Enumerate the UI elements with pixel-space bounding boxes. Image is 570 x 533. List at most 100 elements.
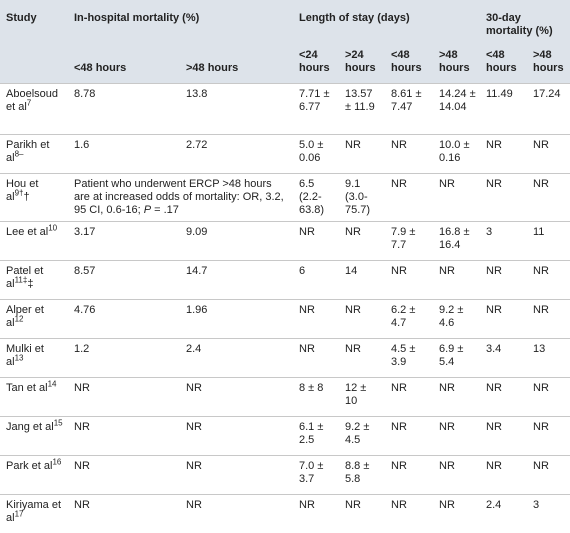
value-cell: NR xyxy=(68,456,180,495)
study-name: Mulki et al xyxy=(6,343,44,368)
value-cell: NR xyxy=(385,456,433,495)
reference: 7 xyxy=(27,98,31,107)
value-cell: NR xyxy=(433,417,480,456)
value-cell: 11.49 xyxy=(480,84,527,135)
sub-header: >48 hours xyxy=(527,46,570,84)
value-cell: NR xyxy=(180,495,293,533)
footnote-mark: † xyxy=(23,191,29,203)
value-cell: NR xyxy=(480,300,527,339)
footnote-mark: ‡ xyxy=(27,278,33,290)
reference: 10 xyxy=(48,223,57,232)
value-cell: 1.2 xyxy=(68,339,180,378)
value-cell: 12 ± 10 xyxy=(339,378,385,417)
value-cell: NR xyxy=(385,378,433,417)
sub-header: >24 hours xyxy=(339,46,385,84)
value-cell: 9.2 ± 4.5 xyxy=(339,417,385,456)
value-cell: 3 xyxy=(527,495,570,533)
value-cell: 7.9 ± 7.7 xyxy=(385,222,433,261)
sub-header: >48 hours xyxy=(180,46,293,84)
study-cell: Jang et al15 xyxy=(0,417,68,456)
note-cell: Patient who underwent ERCP >48 hours are… xyxy=(68,174,293,222)
study-cell: Park et al16 xyxy=(0,456,68,495)
value-cell: NR xyxy=(339,300,385,339)
value-cell: 1.6 xyxy=(68,135,180,174)
study-cell: Hou et al9†† xyxy=(0,174,68,222)
value-cell: NR xyxy=(385,135,433,174)
value-cell: NR xyxy=(339,339,385,378)
value-cell: 1.96 xyxy=(180,300,293,339)
value-cell: 8.57 xyxy=(68,261,180,300)
reference: 8– xyxy=(15,149,24,158)
study-cell: Patel et al11‡‡ xyxy=(0,261,68,300)
group-header: In-hospital mortality (%) xyxy=(68,0,293,46)
study-name: Park et al xyxy=(6,460,52,472)
value-cell: 8.8 ± 5.8 xyxy=(339,456,385,495)
study-cell: Aboelsoud et al7 xyxy=(0,84,68,135)
table-row: Hou et al9††Patient who underwent ERCP >… xyxy=(0,174,570,222)
value-cell: NR xyxy=(527,261,570,300)
value-cell: 4.76 xyxy=(68,300,180,339)
value-cell: 3.17 xyxy=(68,222,180,261)
value-cell: NR xyxy=(527,300,570,339)
value-cell: 6.5 (2.2-63.8) xyxy=(293,174,339,222)
note-italic: P xyxy=(144,204,151,216)
value-cell: 8.61 ± 7.47 xyxy=(385,84,433,135)
value-cell: NR xyxy=(180,417,293,456)
value-cell: NR xyxy=(433,174,480,222)
value-cell: 9.1 (3.0-75.7) xyxy=(339,174,385,222)
value-cell: NR xyxy=(339,495,385,533)
value-cell: 8.78 xyxy=(68,84,180,135)
reference: 11‡ xyxy=(15,275,28,284)
sub-header: <48 hours xyxy=(68,46,180,84)
value-cell: 14.24 ± 14.04 xyxy=(433,84,480,135)
table-header: Study In-hospital mortality (%) Length o… xyxy=(0,0,570,84)
reference: 12 xyxy=(15,314,24,323)
value-cell: NR xyxy=(180,456,293,495)
value-cell: NR xyxy=(385,261,433,300)
value-cell: 6.9 ± 5.4 xyxy=(433,339,480,378)
value-cell: 14 xyxy=(339,261,385,300)
study-header: Study xyxy=(0,0,68,84)
value-cell: NR xyxy=(339,222,385,261)
value-cell: 2.72 xyxy=(180,135,293,174)
value-cell: NR xyxy=(527,456,570,495)
value-cell: NR xyxy=(68,495,180,533)
value-cell: NR xyxy=(385,417,433,456)
value-cell: NR xyxy=(480,378,527,417)
value-cell: NR xyxy=(527,378,570,417)
group-header: Length of stay (days) xyxy=(293,0,480,46)
value-cell: NR xyxy=(68,378,180,417)
study-cell: Kiriyama et al17 xyxy=(0,495,68,533)
value-cell: 14.7 xyxy=(180,261,293,300)
value-cell: 3 xyxy=(480,222,527,261)
value-cell: 13.8 xyxy=(180,84,293,135)
value-cell: NR xyxy=(339,135,385,174)
value-cell: 6.2 ± 4.7 xyxy=(385,300,433,339)
value-cell: 13 xyxy=(527,339,570,378)
value-cell: NR xyxy=(433,378,480,417)
sub-header: <48 hours xyxy=(480,46,527,84)
value-cell: 7.0 ± 3.7 xyxy=(293,456,339,495)
value-cell: NR xyxy=(385,174,433,222)
study-cell: Alper et al12 xyxy=(0,300,68,339)
value-cell: 2.4 xyxy=(180,339,293,378)
study-name: Jang et al xyxy=(6,421,54,433)
value-cell: NR xyxy=(180,378,293,417)
study-name: Tan et al xyxy=(6,382,48,394)
value-cell: NR xyxy=(293,339,339,378)
value-cell: NR xyxy=(527,135,570,174)
reference: 16 xyxy=(52,457,61,466)
value-cell: 8 ± 8 xyxy=(293,378,339,417)
value-cell: NR xyxy=(385,495,433,533)
value-cell: NR xyxy=(433,261,480,300)
value-cell: NR xyxy=(433,495,480,533)
value-cell: 5.0 ± 0.06 xyxy=(293,135,339,174)
study-cell: Tan et al14 xyxy=(0,378,68,417)
reference: 17 xyxy=(15,509,24,518)
value-cell: NR xyxy=(480,135,527,174)
value-cell: NR xyxy=(293,495,339,533)
